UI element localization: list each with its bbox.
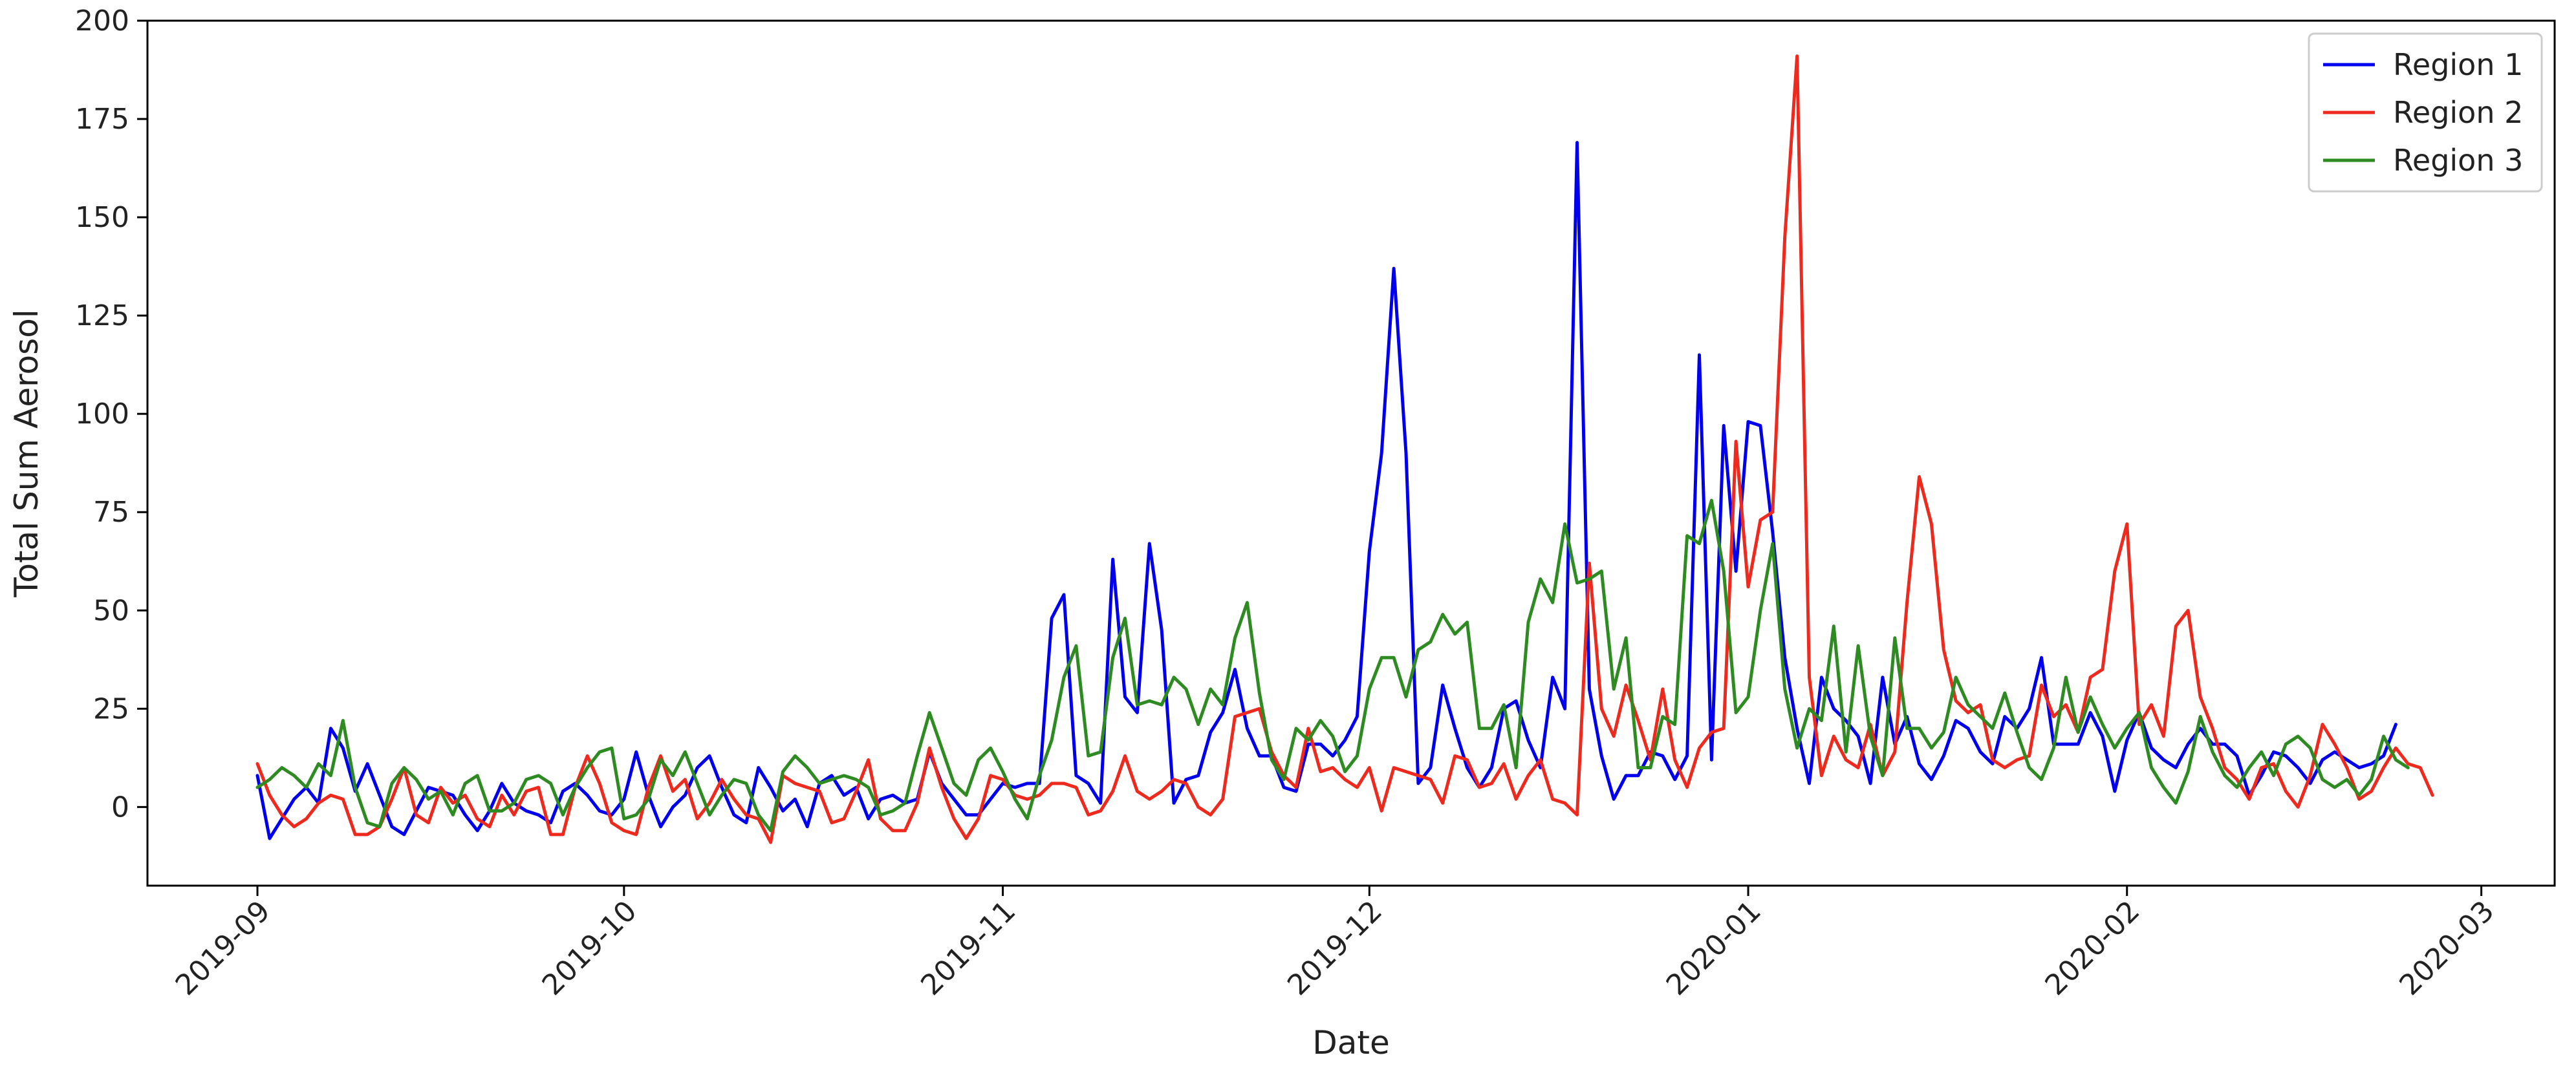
legend: Region 1 Region 2 Region 3 <box>2308 32 2543 193</box>
y-tick-label: 25 <box>93 692 129 725</box>
y-tick-label: 75 <box>93 496 129 529</box>
y-tick-label: 200 <box>75 5 129 37</box>
y-axis: 0 25 50 75 100 125 150 175 200 <box>75 5 147 824</box>
y-axis-label: Total Sum Aerosol <box>8 309 45 597</box>
y-tick-label: 50 <box>93 594 129 627</box>
series-layer <box>255 54 2434 844</box>
y-tick-label: 125 <box>75 299 129 332</box>
x-axis-label: Date <box>1312 1024 1390 1061</box>
y-tick-label: 150 <box>75 201 129 234</box>
series-line-1 <box>255 141 2397 840</box>
y-tick-label: 100 <box>75 398 129 431</box>
plot-area-frame <box>146 19 2556 887</box>
y-tick-label: 175 <box>75 103 129 136</box>
legend-label-2: Region 2 <box>2393 95 2523 130</box>
y-tick-label: 0 <box>111 791 129 824</box>
legend-label-3: Region 3 <box>2393 143 2523 178</box>
legend-box <box>2308 32 2543 193</box>
series-line-2 <box>255 54 2434 844</box>
legend-label-1: Region 1 <box>2393 47 2523 82</box>
series-line-3 <box>255 498 2410 833</box>
